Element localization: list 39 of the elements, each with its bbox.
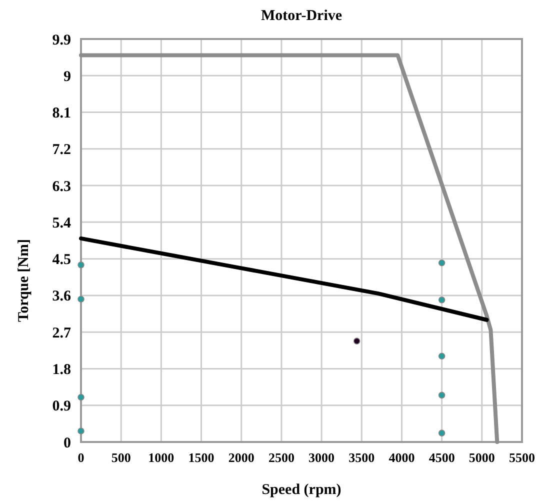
point [78,262,84,268]
y-tick-label: 4.5 [52,252,71,268]
point [438,296,446,304]
point [438,259,446,266]
point [78,296,84,303]
x-tick-label: 4000 [388,450,415,465]
y-tick-label: 9.9 [52,32,71,48]
point [78,428,84,434]
x-tick-label: 3500 [348,450,375,465]
y-axis-title: Torque [Nm] [16,239,32,322]
x-axis-title: Speed (rpm) [262,482,342,498]
line-series [79,236,489,322]
x-tick-label: 2000 [228,450,254,465]
y-tick-label: 6.3 [52,178,71,195]
y-tick-label: 8.1 [52,106,71,122]
y-tick-label: 7.2 [52,142,71,158]
line-series [79,53,500,444]
y-tick-label: 0.9 [52,398,71,415]
point [78,394,84,401]
x-tick-label: 5500 [509,450,535,465]
y-tick-label: 2.7 [52,325,72,342]
x-tick-label: 1000 [148,450,174,465]
x-tick-label: 4500 [428,450,455,465]
x-tick-label: 0 [78,450,84,465]
y-tick-label: 1.8 [52,362,71,378]
point [353,338,360,344]
y-tick-label: 0 [64,435,71,452]
x-tick-label: 2500 [268,450,294,465]
y-tick-label: 3.6 [52,288,72,305]
y-tick-label: 5.4 [52,215,72,232]
point [438,392,446,399]
y-tick-label: 9 [64,68,71,85]
x-tick-label: 5000 [468,450,495,465]
point [438,352,446,360]
point [438,430,446,436]
x-tick-label: 1500 [188,450,214,465]
chart-title: Motor-Drive [260,8,342,24]
x-tick-label: 3000 [308,450,335,465]
x-tick-label: 500 [111,450,131,465]
